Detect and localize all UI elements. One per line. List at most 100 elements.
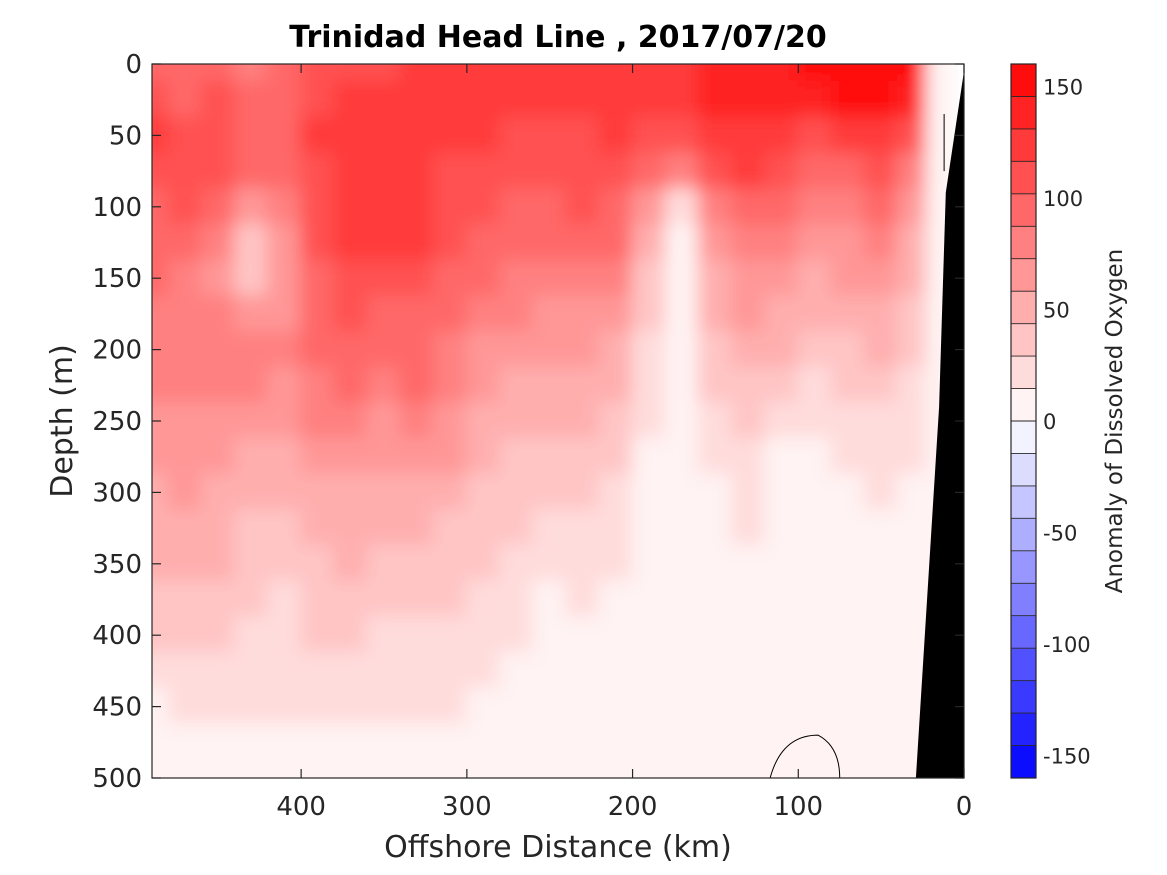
heatmap-cell — [532, 437, 568, 476]
heatmap-cell — [565, 652, 601, 690]
heatmap-cell — [399, 723, 435, 762]
colorbar-step — [1011, 745, 1036, 779]
heatmap-cell — [896, 152, 928, 190]
heatmap-cell — [764, 295, 800, 333]
heatmap-cell — [267, 366, 303, 405]
colorbar-step — [1011, 453, 1036, 487]
heatmap-cell — [167, 295, 203, 333]
heatmap-cell — [598, 259, 634, 298]
heatmap-cell — [764, 473, 800, 512]
heatmap-cell — [830, 402, 866, 440]
heatmap-cell — [366, 330, 402, 369]
heatmap-cell — [200, 80, 236, 119]
heatmap-cell — [366, 437, 402, 476]
heatmap-cell — [300, 580, 336, 619]
heatmap-cell — [499, 723, 535, 762]
heatmap-cell — [267, 80, 303, 119]
heatmap-cell — [432, 580, 468, 619]
heatmap-cell — [697, 80, 733, 119]
heatmap-cell — [764, 652, 800, 690]
heatmap-cell — [664, 187, 700, 226]
heatmap-cell — [167, 580, 203, 619]
heatmap-cell — [631, 687, 667, 726]
heatmap-cell — [731, 652, 767, 690]
heatmap-cell — [399, 580, 435, 619]
heatmap-cell — [532, 295, 568, 333]
heatmap-cell — [300, 80, 336, 119]
heatmap-cell — [830, 473, 866, 512]
heatmap-cell — [152, 723, 170, 762]
heatmap-cell — [200, 330, 236, 369]
heatmap-cell — [432, 545, 468, 583]
heatmap-cell — [598, 223, 634, 262]
heatmap-cell — [697, 616, 733, 655]
heatmap-cell — [598, 366, 634, 405]
heatmap-cell — [233, 116, 269, 155]
colorbar-step — [1011, 258, 1036, 292]
heatmap-cell — [565, 223, 601, 262]
heatmap-cell — [432, 116, 468, 155]
heatmap-cell — [399, 116, 435, 155]
heatmap-cell — [399, 545, 435, 583]
heatmap-cell — [565, 759, 601, 778]
heatmap-cell — [366, 295, 402, 333]
y-tick-label: 250 — [92, 407, 142, 437]
heatmap-cell — [631, 152, 667, 190]
heatmap-cell — [697, 223, 733, 262]
heatmap-cell — [366, 223, 402, 262]
heatmap-cell — [366, 116, 402, 155]
heatmap-cell — [797, 687, 833, 726]
heatmap-cell — [896, 580, 928, 619]
heatmap-cell — [200, 759, 236, 778]
heatmap-cell — [697, 402, 733, 440]
heatmap-cell — [499, 580, 535, 619]
heatmap-cell — [399, 366, 435, 405]
heatmap-cell — [333, 652, 369, 690]
heatmap-cell — [565, 330, 601, 369]
heatmap-cell — [664, 545, 700, 583]
heatmap-cell — [167, 402, 203, 440]
heatmap-cell — [565, 545, 601, 583]
heatmap-cell — [863, 152, 899, 190]
heatmap-cell — [465, 473, 501, 512]
heatmap-cell — [200, 652, 236, 690]
heatmap-cell — [565, 64, 601, 83]
heatmap-cell — [300, 616, 336, 655]
heatmap-cell — [664, 437, 700, 476]
colorbar-step — [1011, 388, 1036, 422]
heatmap-cell — [631, 366, 667, 405]
heatmap-cell — [267, 580, 303, 619]
heatmap-cell — [532, 723, 568, 762]
y-tick-label: 50 — [109, 121, 142, 151]
heatmap-cell — [499, 366, 535, 405]
heatmap-cell — [565, 437, 601, 476]
heatmap-cell — [896, 223, 928, 262]
heatmap-cell — [399, 616, 435, 655]
heatmap-cell — [896, 259, 928, 298]
colorbar: 150 100 50 0 -50 -100 -150 Anomaly of Dissolve… — [1010, 63, 1128, 779]
heatmap-cell — [233, 330, 269, 369]
heatmap-cell — [532, 259, 568, 298]
heatmap-cell — [167, 545, 203, 583]
heatmap-cell — [300, 687, 336, 726]
heatmap-cell — [300, 402, 336, 440]
heatmap-cell — [532, 473, 568, 512]
heatmap-cell — [233, 437, 269, 476]
heatmap-cell — [797, 187, 833, 226]
heatmap-cell — [267, 116, 303, 155]
heatmap-cell — [399, 509, 435, 547]
heatmap-cell — [863, 723, 899, 762]
heatmap-cell — [532, 545, 568, 583]
heatmap-cell — [532, 187, 568, 226]
heatmap-cell — [565, 116, 601, 155]
heatmap-cell — [233, 402, 269, 440]
heatmap-cell — [664, 509, 700, 547]
heatmap-cell — [300, 473, 336, 512]
heatmap-cell — [830, 545, 866, 583]
heatmap-cell — [896, 295, 928, 333]
heatmap-cell — [598, 723, 634, 762]
heatmap-cell — [631, 187, 667, 226]
heatmap-cell — [300, 187, 336, 226]
heatmap-cell — [499, 259, 535, 298]
